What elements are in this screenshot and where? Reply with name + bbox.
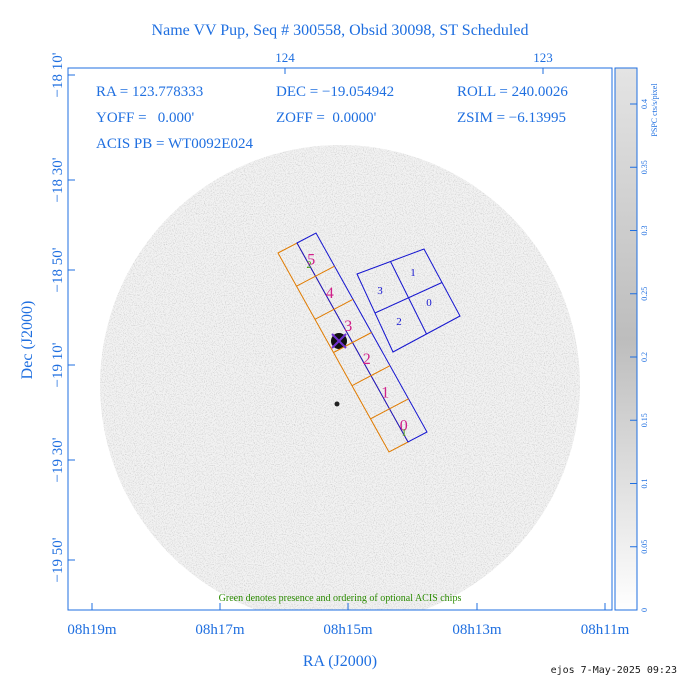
acis-s-chip-label: 2	[363, 351, 371, 368]
colorbar-tick-label: 0.35	[640, 160, 649, 174]
note: Green denotes presence and ordering of o…	[219, 593, 462, 604]
plot-frame	[67, 67, 613, 611]
chip-border	[296, 265, 335, 287]
y-tick-label: −19 50'	[50, 537, 66, 582]
colorbar-tick-label: 0.2	[640, 352, 649, 362]
y-axis-label: Dec (J2000)	[19, 301, 36, 380]
info-ra: RA = 123.778333	[96, 84, 203, 100]
colorbar-tick-label: 0.4	[640, 99, 649, 109]
sky-noise	[100, 145, 580, 610]
acis-i	[356, 248, 461, 353]
footer: ejos 7-May-2025 09:23	[551, 665, 677, 676]
chip-border	[314, 298, 354, 320]
colorbar-tick-label: 0.1	[640, 479, 649, 489]
acis-i-chip-label: 0	[426, 297, 432, 309]
optional-chip-label: 1	[402, 428, 407, 439]
acis-s	[277, 232, 428, 453]
y-tick-label: −19 10'	[50, 342, 66, 387]
x-tick-label: 08h13m	[452, 622, 502, 638]
aimpoint	[331, 333, 347, 349]
info-acis: ACIS PB = WT0092E024	[96, 136, 253, 152]
chip-border	[333, 332, 372, 353]
colorbar-tick-label: 0.05	[640, 540, 649, 554]
acis-i-chip-label: 1	[410, 267, 416, 279]
top-tick-label: 124	[275, 50, 295, 65]
acis-s-chip-label: 5	[307, 252, 315, 269]
acis-s-chip-label: 1	[381, 384, 389, 401]
info-roll: ROLL = 240.0026	[457, 84, 568, 100]
y-tick-label: −18 10'	[50, 52, 66, 97]
optional-chip-label: 2	[307, 260, 312, 271]
colorbar-tick-label: 0.3	[640, 226, 649, 236]
y-tick-label: −19 30'	[50, 437, 66, 482]
colorbar-tick-label: 0.25	[640, 287, 649, 301]
acis-s-chip-label: 3	[344, 318, 352, 335]
acis-s-chip-label: 4	[326, 285, 334, 302]
x-tick-label: 08h11m	[581, 622, 630, 638]
chip-border	[370, 398, 409, 420]
chip-border	[351, 365, 391, 387]
colorbar-tick-label: 0	[640, 608, 649, 612]
sky-image	[100, 145, 580, 610]
info-zsim: ZSIM = −6.13995	[457, 110, 566, 126]
top-tick-label: 123	[533, 50, 553, 65]
colorbar	[614, 67, 638, 611]
y-tick-label: −18 50'	[50, 247, 66, 292]
y-tick-label: −18 30'	[50, 157, 66, 202]
acis-s-chip-label: 0	[400, 417, 408, 434]
title: Name VV Pup, Seq # 300558, Obsid 30098, …	[152, 22, 529, 39]
source	[334, 401, 340, 407]
info-dec: DEC = −19.054942	[276, 84, 394, 100]
acis-i-chip-label: 3	[377, 285, 383, 297]
acis-i-chip-label: 2	[396, 316, 402, 328]
colorbar-label: PSPC cts/s/pixel	[650, 83, 659, 137]
colorbar-tick-label: 0.15	[640, 413, 649, 427]
x-tick-label: 08h19m	[67, 622, 117, 638]
x-tick-label: 08h17m	[195, 622, 245, 638]
x-axis-label: RA (J2000)	[303, 653, 377, 670]
info-zoff: ZOFF = 0.0000'	[276, 110, 377, 126]
x-tick-label: 08h15m	[323, 622, 373, 638]
info-yoff: YOFF = 0.000'	[96, 110, 195, 126]
